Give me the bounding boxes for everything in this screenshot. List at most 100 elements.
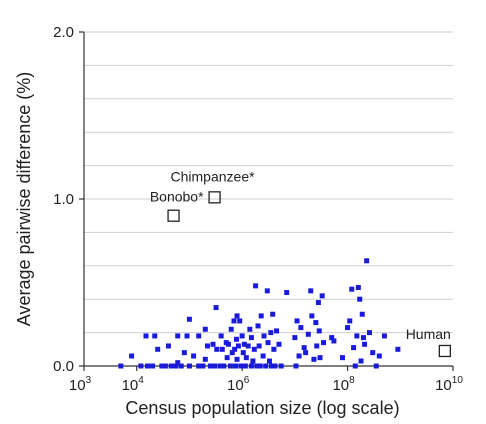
data-point — [352, 363, 358, 369]
data-point — [178, 363, 184, 369]
data-point — [364, 258, 370, 264]
data-point — [152, 333, 158, 339]
data-point — [237, 318, 243, 324]
data-point — [247, 326, 253, 332]
data-point — [234, 356, 240, 362]
data-point — [202, 326, 208, 332]
data-point — [254, 363, 260, 369]
gridlines — [84, 31, 453, 334]
data-point — [219, 346, 225, 352]
data-point — [260, 353, 266, 359]
data-point — [308, 288, 314, 294]
data-point — [351, 345, 357, 351]
data-point — [257, 363, 263, 369]
data-point — [309, 313, 315, 319]
data-point — [239, 333, 245, 339]
data-point — [278, 363, 284, 369]
tick-labels: 103 104 106 108 1010 0.0 1.0 2.0 — [53, 24, 463, 394]
data-point — [144, 363, 150, 369]
data-point — [245, 343, 251, 349]
data-point — [265, 340, 271, 346]
data-point — [395, 346, 401, 352]
data-point — [329, 335, 335, 341]
data-point — [191, 353, 197, 359]
data-point — [268, 363, 274, 369]
data-point — [349, 286, 355, 292]
data-point — [271, 346, 277, 352]
data-point — [181, 350, 187, 356]
data-point — [258, 313, 264, 319]
highlight-point — [167, 209, 180, 222]
data-point — [292, 335, 298, 341]
data-point — [347, 318, 353, 324]
data-point — [186, 316, 192, 322]
data-point — [227, 363, 233, 369]
data-points — [118, 258, 401, 369]
data-point — [184, 333, 190, 339]
data-point — [264, 288, 270, 294]
y-tick-label: 1.0 — [53, 191, 74, 208]
x-tick-label: 1010 — [435, 375, 463, 394]
data-point — [272, 363, 278, 369]
data-point — [207, 363, 213, 369]
highlight-label: Bonobo* — [150, 189, 204, 205]
data-point — [268, 330, 274, 336]
data-point — [316, 328, 322, 334]
data-point — [274, 328, 280, 334]
data-point — [233, 363, 239, 369]
data-point — [276, 341, 282, 347]
data-point — [248, 335, 254, 341]
data-point — [235, 343, 241, 349]
y-axis-title: Average pairwise difference (%) — [14, 72, 34, 326]
y-tick-label: 0.0 — [53, 358, 74, 375]
data-point — [321, 340, 327, 346]
data-point — [233, 336, 239, 342]
data-point — [229, 350, 235, 356]
data-point — [298, 325, 304, 331]
data-point — [317, 355, 323, 361]
data-point — [303, 350, 309, 356]
data-point — [253, 283, 259, 289]
data-point — [301, 345, 307, 351]
data-point — [314, 343, 320, 349]
data-point — [261, 333, 267, 339]
data-point — [345, 325, 351, 331]
data-point — [331, 338, 337, 344]
data-point — [225, 341, 231, 347]
highlight-label: Human — [406, 326, 451, 342]
data-point — [263, 363, 269, 369]
data-point — [217, 363, 223, 369]
data-point — [319, 293, 325, 299]
data-point — [221, 363, 227, 369]
data-point — [359, 311, 365, 317]
data-point — [212, 363, 218, 369]
data-point — [231, 318, 237, 324]
data-point — [250, 358, 256, 364]
highlight-point — [208, 191, 221, 204]
data-point — [234, 313, 240, 319]
data-point — [242, 363, 248, 369]
x-tick-label: 106 — [227, 375, 250, 394]
x-axis-title: Census population size (log scale) — [125, 398, 399, 418]
data-point — [200, 363, 206, 369]
data-point — [270, 311, 276, 317]
data-point — [381, 333, 387, 339]
highlighted-species: Chimpanzee* Bonobo* Human — [150, 168, 451, 358]
data-point — [360, 335, 366, 341]
data-point — [243, 355, 249, 361]
data-point — [370, 350, 376, 356]
data-point — [129, 353, 135, 359]
data-point — [355, 285, 361, 291]
data-point — [313, 320, 319, 326]
highlight-label: Chimpanzee* — [171, 168, 256, 184]
data-point — [339, 355, 345, 361]
data-point — [358, 358, 364, 364]
data-point — [165, 343, 171, 349]
data-point — [373, 363, 379, 369]
data-point — [294, 318, 300, 324]
data-point — [218, 333, 224, 339]
highlight-point — [438, 344, 451, 358]
data-point — [186, 363, 192, 369]
data-point — [362, 341, 368, 347]
